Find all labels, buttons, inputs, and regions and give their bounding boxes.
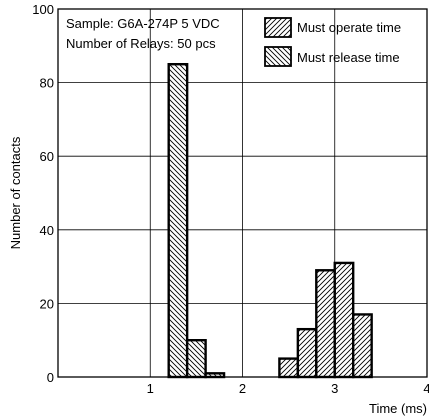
y-tick-label: 20	[40, 296, 54, 311]
bar-must-operate-time	[278, 357, 300, 379]
annotation-relay-count: Number of Relays: 50 pcs	[66, 36, 216, 51]
x-tick-label: 2	[239, 381, 246, 396]
bar-must-operate-time	[333, 261, 355, 379]
y-axis-label: Number of contacts	[8, 136, 23, 249]
y-tick-label: 60	[40, 149, 54, 164]
y-tick-label: 100	[32, 2, 54, 17]
legend-label-operate: Must operate time	[297, 20, 401, 35]
legend: Must operate time Must release time	[264, 17, 401, 67]
bars	[167, 62, 373, 379]
x-tick-label: 1	[147, 381, 154, 396]
sample-annotation: Sample: G6A-274P 5 VDC Number of Relays:…	[66, 16, 220, 51]
plot-frame	[57, 8, 428, 378]
x-tick-label: 4	[423, 381, 429, 396]
legend-swatch-release	[264, 46, 292, 67]
legend-label-release: Must release time	[297, 50, 400, 65]
bar-must-release-time	[167, 62, 189, 379]
x-tick-label: 3	[331, 381, 338, 396]
annotation-sample: Sample: G6A-274P 5 VDC	[66, 16, 220, 31]
y-tick-label: 80	[40, 76, 54, 91]
y-tick-label: 40	[40, 223, 54, 238]
legend-swatch-operate	[264, 17, 292, 38]
bar-must-operate-time	[315, 269, 336, 379]
bar-must-release-time	[185, 339, 207, 379]
grid	[58, 9, 427, 377]
bar-must-operate-time	[296, 327, 318, 379]
bar-must-operate-time	[352, 313, 373, 379]
y-tick-label: 0	[47, 370, 54, 385]
x-axis-label: Time (ms)	[369, 401, 427, 416]
